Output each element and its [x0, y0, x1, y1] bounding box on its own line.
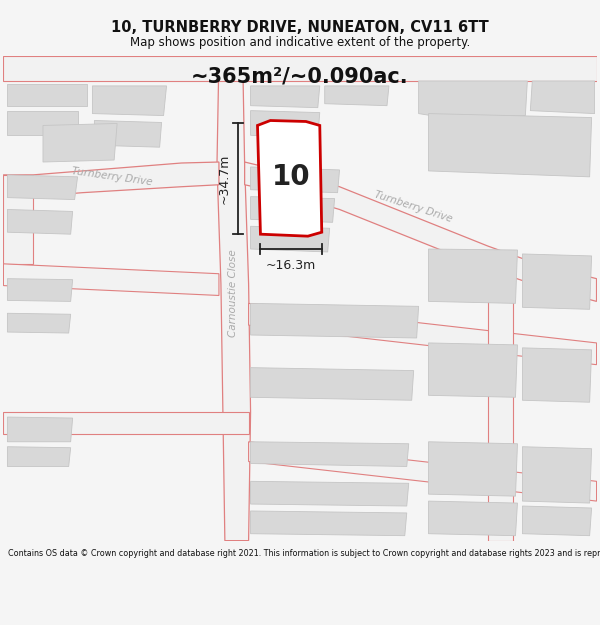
- Polygon shape: [428, 343, 517, 398]
- Polygon shape: [523, 506, 592, 536]
- Polygon shape: [251, 111, 320, 138]
- Polygon shape: [7, 313, 71, 333]
- Polygon shape: [251, 197, 335, 222]
- Polygon shape: [251, 226, 329, 252]
- Text: ~34.7m: ~34.7m: [218, 154, 231, 204]
- Polygon shape: [7, 417, 73, 442]
- Text: Turnberry Drive: Turnberry Drive: [71, 166, 153, 188]
- Polygon shape: [245, 162, 596, 301]
- Polygon shape: [325, 86, 389, 106]
- Polygon shape: [92, 86, 167, 116]
- Polygon shape: [7, 175, 77, 199]
- Polygon shape: [251, 303, 419, 338]
- Text: ~365m²/~0.090ac.: ~365m²/~0.090ac.: [191, 66, 409, 86]
- Polygon shape: [251, 481, 409, 506]
- Polygon shape: [419, 81, 527, 118]
- Polygon shape: [248, 303, 596, 364]
- Text: Contains OS data © Crown copyright and database right 2021. This information is : Contains OS data © Crown copyright and d…: [8, 549, 600, 558]
- Polygon shape: [251, 86, 320, 107]
- Polygon shape: [251, 167, 340, 192]
- Text: ~16.3m: ~16.3m: [266, 259, 316, 272]
- Polygon shape: [257, 121, 322, 236]
- Polygon shape: [7, 84, 88, 106]
- Polygon shape: [523, 254, 592, 309]
- Polygon shape: [43, 124, 117, 162]
- Polygon shape: [4, 175, 33, 264]
- Text: 10, TURNBERRY DRIVE, NUNEATON, CV11 6TT: 10, TURNBERRY DRIVE, NUNEATON, CV11 6TT: [111, 20, 489, 35]
- Polygon shape: [4, 56, 596, 81]
- Polygon shape: [428, 249, 517, 303]
- Polygon shape: [7, 111, 77, 136]
- Text: Map shows position and indicative extent of the property.: Map shows position and indicative extent…: [130, 36, 470, 49]
- Polygon shape: [7, 279, 73, 301]
- Polygon shape: [4, 264, 219, 296]
- Polygon shape: [428, 114, 592, 177]
- Text: Turnberry Drive: Turnberry Drive: [373, 189, 454, 224]
- Polygon shape: [428, 442, 517, 496]
- Polygon shape: [248, 442, 596, 501]
- Polygon shape: [251, 368, 413, 400]
- Polygon shape: [4, 162, 219, 199]
- Polygon shape: [4, 412, 248, 434]
- Text: Carnoustie Close: Carnoustie Close: [228, 249, 238, 338]
- Polygon shape: [94, 121, 161, 148]
- Polygon shape: [488, 301, 512, 541]
- Polygon shape: [217, 56, 251, 541]
- Polygon shape: [251, 442, 409, 466]
- Polygon shape: [428, 501, 517, 536]
- Polygon shape: [7, 209, 73, 234]
- Polygon shape: [523, 348, 592, 403]
- Polygon shape: [251, 511, 407, 536]
- Polygon shape: [7, 447, 71, 466]
- Text: 10: 10: [272, 163, 310, 191]
- Polygon shape: [530, 81, 595, 114]
- Polygon shape: [523, 447, 592, 503]
